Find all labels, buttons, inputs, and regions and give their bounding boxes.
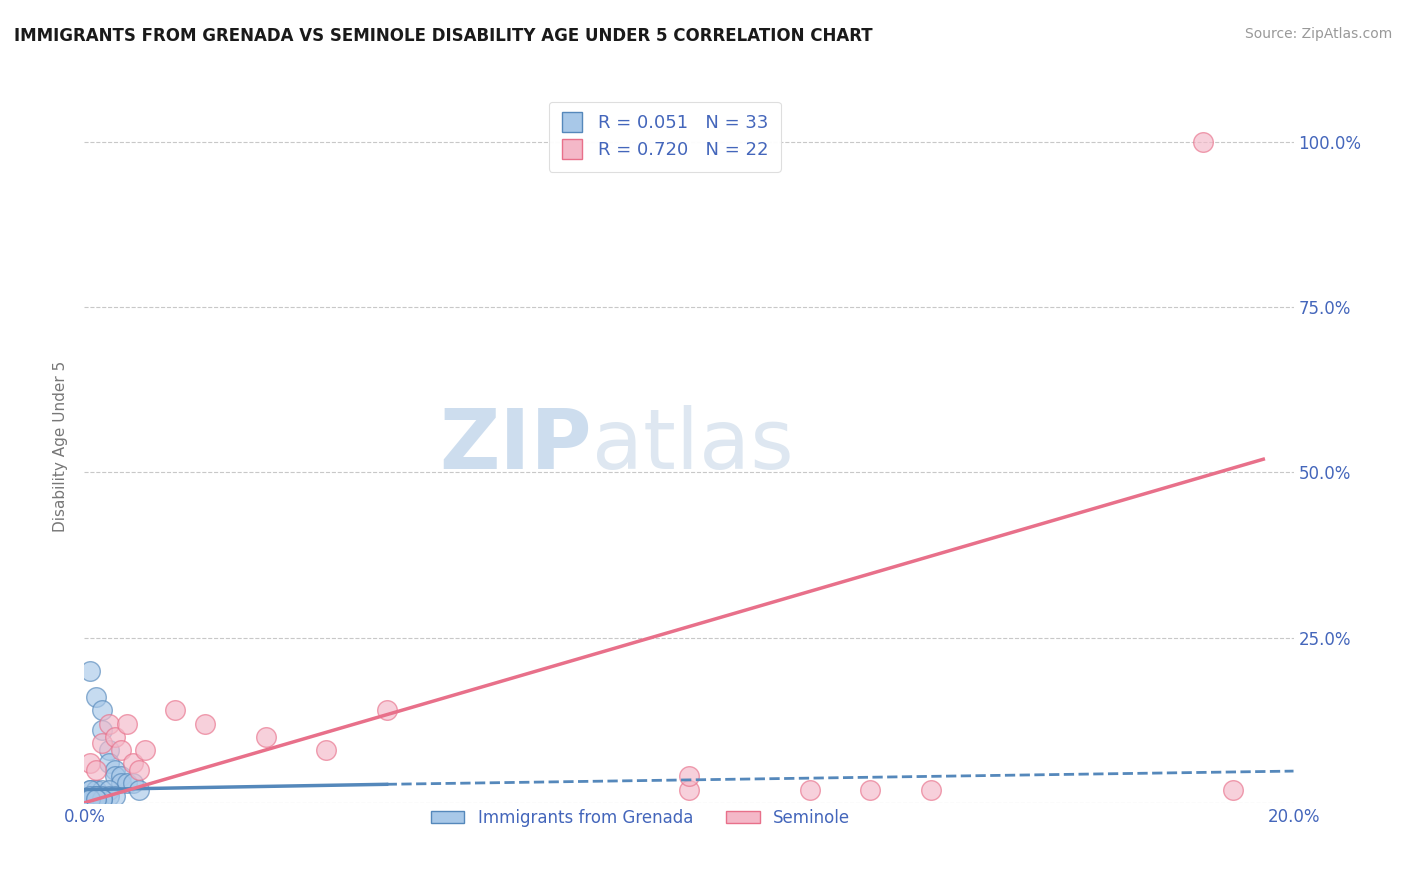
Point <box>859 782 882 797</box>
Point <box>79 792 101 806</box>
Point <box>110 743 132 757</box>
Point <box>920 782 942 797</box>
Point <box>86 792 108 806</box>
Point <box>254 730 277 744</box>
Text: IMMIGRANTS FROM GRENADA VS SEMINOLE DISABILITY AGE UNDER 5 CORRELATION CHART: IMMIGRANTS FROM GRENADA VS SEMINOLE DISA… <box>14 27 873 45</box>
Point <box>91 703 114 717</box>
Point <box>110 769 132 783</box>
Text: ZIP: ZIP <box>440 406 592 486</box>
Point <box>79 792 101 806</box>
Point <box>1222 782 1244 797</box>
Point <box>91 792 114 806</box>
Point <box>104 763 127 777</box>
Point <box>91 789 114 804</box>
Point <box>115 716 138 731</box>
Point <box>110 776 132 790</box>
Point <box>79 789 101 804</box>
Point <box>375 703 398 717</box>
Point <box>79 782 101 797</box>
Point <box>115 776 138 790</box>
Point <box>86 782 108 797</box>
Point <box>79 664 101 678</box>
Point <box>97 716 120 731</box>
Point <box>86 763 108 777</box>
Point <box>128 782 150 797</box>
Point <box>678 769 700 783</box>
Point <box>128 763 150 777</box>
Point <box>91 782 114 797</box>
Point <box>97 756 120 771</box>
Point <box>86 782 108 797</box>
Point <box>91 792 114 806</box>
Point <box>97 789 120 804</box>
Point <box>165 703 187 717</box>
Point <box>86 789 108 804</box>
Point <box>97 782 120 797</box>
Point <box>86 789 108 804</box>
Point <box>678 782 700 797</box>
Point <box>104 730 127 744</box>
Point <box>194 716 217 731</box>
Point <box>79 792 101 806</box>
Point <box>86 792 108 806</box>
Point <box>86 690 108 704</box>
Point <box>121 776 143 790</box>
Text: Source: ZipAtlas.com: Source: ZipAtlas.com <box>1244 27 1392 41</box>
Point <box>79 782 101 797</box>
Point <box>86 792 108 806</box>
Y-axis label: Disability Age Under 5: Disability Age Under 5 <box>53 360 69 532</box>
Point <box>799 782 821 797</box>
Point <box>91 723 114 738</box>
Point <box>134 743 156 757</box>
Point <box>91 736 114 750</box>
Point <box>79 756 101 771</box>
Point <box>121 756 143 771</box>
Text: atlas: atlas <box>592 406 794 486</box>
Point <box>1192 135 1215 149</box>
Point <box>97 743 120 757</box>
Point <box>315 743 337 757</box>
Point <box>104 789 127 804</box>
Legend: Immigrants from Grenada, Seminole: Immigrants from Grenada, Seminole <box>425 803 856 834</box>
Point <box>104 769 127 783</box>
